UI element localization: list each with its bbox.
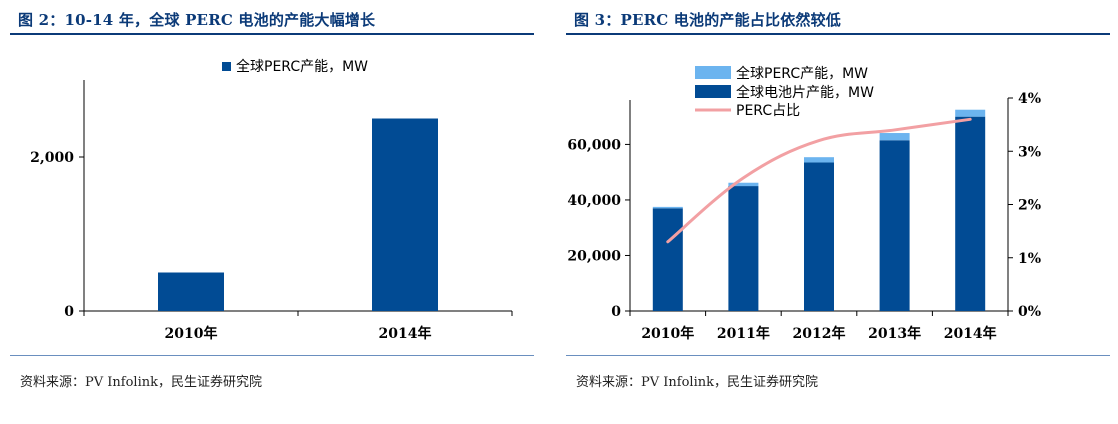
bar-total-capacity [879,140,910,311]
perc-share-line [666,117,972,244]
x-tick-label: 2013年 [868,325,921,342]
chart-panel-right: 图 3：PERC 电池的产能占比依然较低 全球PERC产能，MW 全球电池片产能，… [556,0,1116,424]
bar-perc-capacity [728,182,759,187]
legend-label: 全球电池片产能，MW [736,84,874,101]
y2-tick-label: 1% [1018,251,1041,267]
bar-total-capacity [652,208,683,311]
chart-panel-left: 图 2：10-14 年，全球 PERC 电池的产能大幅增长 全球PERC产能，M… [0,0,540,424]
bar-total-capacity [955,116,986,311]
source-divider [566,355,1110,356]
bar-perc-capacity [955,109,986,117]
legend-swatch [695,66,731,79]
bar-perc-capacity [879,133,910,141]
legend-swatch [695,85,731,98]
x-tick-label: 2014年 [944,325,997,342]
x-tick-label: 2010年 [165,325,218,342]
bar-perc-capacity [652,206,683,209]
bar [372,118,438,311]
legend-label: 全球PERC产能，MW [736,65,868,82]
legend-label: 全球PERC产能，MW [236,58,368,75]
y-tick-label: 20,000 [567,248,621,264]
legend: 全球PERC产能，MW [222,58,368,75]
source-note: 资料来源：PV Infolink，民生证券研究院 [576,375,818,390]
title-divider [566,33,1110,35]
x-tick-label: 2011年 [717,325,770,342]
bar-perc-capacity [804,157,834,163]
figure-title: 图 3：PERC 电池的产能占比依然较低 [574,11,841,29]
legend-swatch [222,62,231,71]
bar-total-capacity [728,186,759,311]
bar-chart-left: 全球PERC产能，MW 0 2,000 2010年 2014年 [30,58,513,342]
y-tick-label: 0 [64,304,74,320]
legend-label: PERC占比 [736,103,800,119]
legend: 全球PERC产能，MW 全球电池片产能，MW PERC占比 [695,65,874,119]
x-tick-label: 2010年 [641,325,694,342]
title-divider [10,33,534,35]
y2-tick-label: 4% [1018,91,1041,107]
combo-chart-right: 全球PERC产能，MW 全球电池片产能，MW PERC占比 0 20,000 40,000… [567,65,1041,342]
y2-tick-label: 3% [1018,144,1041,160]
x-tick-label: 2012年 [793,325,846,342]
y-tick-label: 2,000 [30,150,74,166]
y-tick-label: 0 [611,304,621,320]
y-tick-label: 40,000 [567,193,621,209]
bar [158,272,224,311]
x-tick-label: 2014年 [379,325,432,342]
source-note: 资料来源：PV Infolink，民生证券研究院 [20,375,262,390]
bar-total-capacity [804,162,834,311]
figure-title: 图 2：10-14 年，全球 PERC 电池的产能大幅增长 [18,11,376,29]
y2-tick-label: 0% [1018,304,1041,320]
source-divider [10,355,534,356]
y-tick-label: 60,000 [567,137,621,153]
y2-tick-label: 2% [1018,198,1041,214]
